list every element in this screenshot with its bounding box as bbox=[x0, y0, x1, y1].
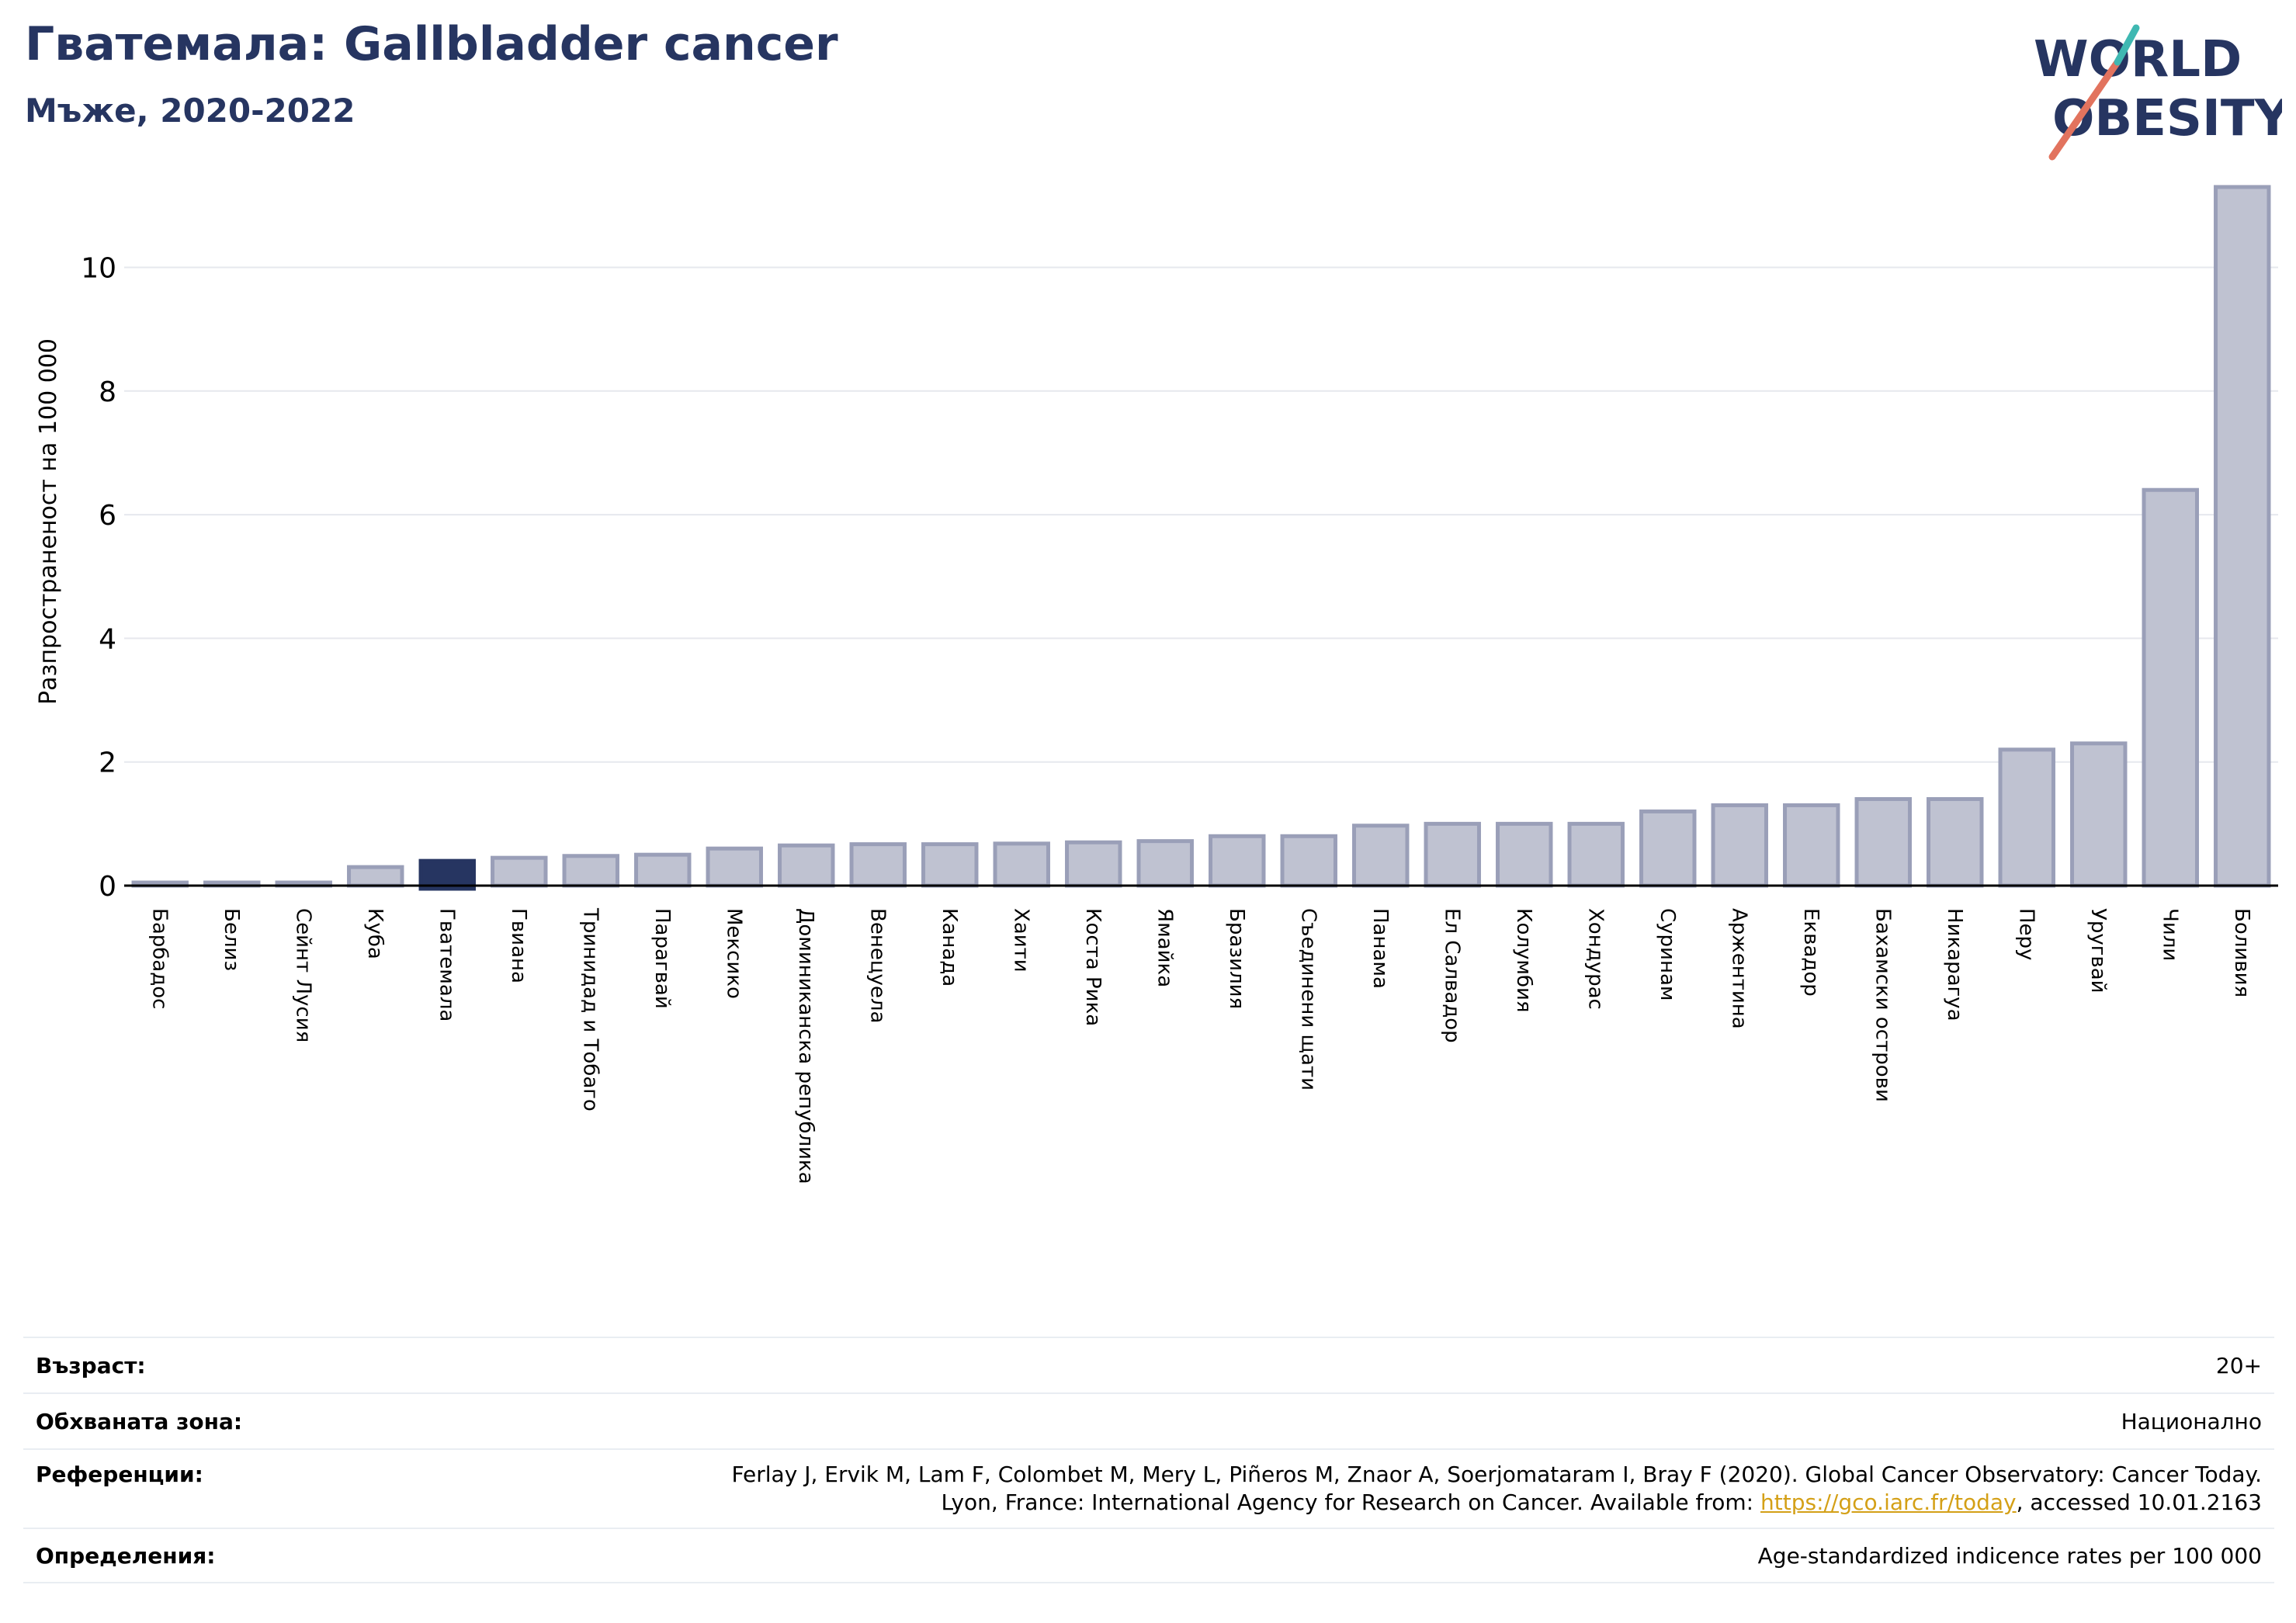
bar bbox=[1854, 796, 1912, 888]
x-tick-label: Чили bbox=[2158, 908, 2181, 961]
x-tick-label: Сейнт Лусия bbox=[291, 908, 314, 1042]
bar bbox=[1711, 803, 1768, 888]
footer-row-references: Референции: Ferlay J, Ervik M, Lam F, Co… bbox=[23, 1448, 2274, 1528]
bar bbox=[1209, 834, 1266, 888]
bar bbox=[849, 842, 907, 888]
x-tick-label: Доминиканска република bbox=[794, 908, 817, 1184]
bar bbox=[1496, 821, 1553, 888]
bar bbox=[1783, 803, 1840, 888]
bar bbox=[2070, 741, 2128, 888]
y-tick-label: 6 bbox=[99, 500, 116, 532]
bar bbox=[418, 858, 476, 891]
x-tick-label: Перу bbox=[2014, 908, 2038, 960]
x-tick-label: Аржентина bbox=[1727, 908, 1750, 1029]
x-tick-label: Ел Салвадор bbox=[1440, 908, 1463, 1043]
bar bbox=[1280, 834, 1337, 888]
x-tick-label: Барбадос bbox=[147, 908, 171, 1009]
y-tick-label: 8 bbox=[99, 376, 116, 408]
bar-chart: 0 2 4 6 8 10 Барбадос Белиз Сейнт Лусия Куба Гват… bbox=[35, 185, 2278, 1184]
bar bbox=[921, 842, 979, 888]
x-tick-label: Хаити bbox=[1009, 908, 1032, 973]
x-tick-label: Канада bbox=[938, 908, 961, 987]
bar bbox=[562, 854, 619, 888]
logo-slash-teal bbox=[2114, 24, 2140, 66]
chart-subtitle: Мъже, 2020-2022 bbox=[25, 92, 355, 130]
x-tick-label: Боливия bbox=[2230, 908, 2253, 997]
x-tick-label: Бразилия bbox=[1225, 908, 1248, 1009]
x-tick-label: Суринам bbox=[1656, 908, 1679, 1001]
y-tick-label: 10 bbox=[81, 252, 116, 284]
x-tick-label: Коста Рика bbox=[1081, 908, 1105, 1026]
bars bbox=[131, 185, 2271, 891]
info-table: Възраст: 20+ Обхваната зона: Национално … bbox=[23, 1337, 2274, 1583]
references-value: Ferlay J, Ervik M, Lam F, Colombet M, Me… bbox=[731, 1461, 2262, 1517]
bar bbox=[491, 855, 548, 888]
world-obesity-logo: WORLD OBESITY bbox=[2034, 24, 2282, 161]
x-tick-label: Ямайка bbox=[1153, 908, 1176, 987]
x-tick-label: Венецуела bbox=[865, 908, 889, 1023]
x-tick-label: Тринидад и Тобаго bbox=[578, 907, 602, 1111]
bar bbox=[1567, 821, 1625, 888]
references-line1: Ferlay J, Ervik M, Lam F, Colombet M, Me… bbox=[731, 1462, 2262, 1487]
y-tick-label: 4 bbox=[99, 623, 116, 655]
age-label: Възраст: bbox=[36, 1352, 146, 1379]
x-tick-label: Гватемала bbox=[435, 908, 458, 1021]
age-value: 20+ bbox=[2215, 1352, 2262, 1379]
x-tick-label: Хондурас bbox=[1583, 908, 1607, 1010]
x-tick-label: Парагвай bbox=[650, 908, 674, 1009]
x-tick-label: Белиз bbox=[220, 908, 243, 971]
bar bbox=[634, 852, 692, 888]
definitions-value: Age-standardized indicence rates per 100… bbox=[1757, 1542, 2262, 1569]
x-tick-label: Еквадор bbox=[1799, 908, 1823, 997]
y-axis-label: Разпространеност на 100 000 bbox=[35, 338, 62, 705]
bar bbox=[1352, 824, 1410, 888]
y-tick-label: 2 bbox=[99, 747, 116, 779]
footer-row-area: Обхваната зона: Национално bbox=[23, 1392, 2274, 1448]
definitions-label: Определения: bbox=[36, 1542, 216, 1569]
footer-row-age: Възраст: 20+ bbox=[23, 1337, 2274, 1392]
x-tick-label: Мексико bbox=[722, 908, 745, 999]
logo-slash-red bbox=[2048, 58, 2121, 161]
x-tick-label: Бахамски острови bbox=[1871, 908, 1894, 1102]
bar bbox=[1136, 839, 1194, 888]
chart-title: Гватемала: Gallbladder cancer bbox=[25, 17, 838, 71]
bar bbox=[347, 865, 404, 888]
bar bbox=[1065, 840, 1122, 888]
bar bbox=[2142, 487, 2199, 888]
x-tick-label: Куба bbox=[363, 908, 387, 959]
area-value: Национално bbox=[2121, 1408, 2262, 1434]
references-link[interactable]: https://gco.iarc.fr/today bbox=[1760, 1489, 2017, 1515]
references-label: Референции: bbox=[36, 1462, 203, 1487]
x-axis-labels: Барбадос Белиз Сейнт Лусия Куба Гватемала Гви… bbox=[147, 907, 2253, 1184]
bar bbox=[2214, 185, 2271, 888]
references-line2-suffix: , accessed 10.01.2163 bbox=[2016, 1489, 2262, 1515]
x-tick-label: Никарагуа bbox=[1943, 908, 1966, 1021]
grid-lines bbox=[124, 266, 2278, 886]
x-tick-label: Съединени щати bbox=[1296, 908, 1320, 1091]
bar bbox=[1639, 809, 1697, 888]
bar bbox=[778, 843, 835, 888]
y-axis-ticks: 0 2 4 6 8 10 bbox=[81, 252, 116, 903]
area-label: Обхваната зона: bbox=[36, 1408, 243, 1434]
bar bbox=[706, 846, 763, 888]
bar bbox=[993, 841, 1050, 888]
bar bbox=[1927, 796, 1984, 888]
footer-row-definitions: Определения: Age-standardized indicence … bbox=[23, 1528, 2274, 1583]
bar bbox=[1998, 747, 2055, 888]
x-tick-label: Панама bbox=[1368, 908, 1392, 989]
x-tick-label: Колумбия bbox=[1512, 908, 1535, 1013]
bar bbox=[1424, 821, 1481, 888]
logo-text-world: WORLD bbox=[2034, 31, 2242, 88]
x-tick-label: Гвиана bbox=[507, 908, 530, 983]
references-line2-prefix: Lyon, France: International Agency for R… bbox=[941, 1489, 1760, 1515]
y-tick-label: 0 bbox=[99, 871, 116, 903]
x-tick-label: Уругвай bbox=[2086, 908, 2110, 994]
